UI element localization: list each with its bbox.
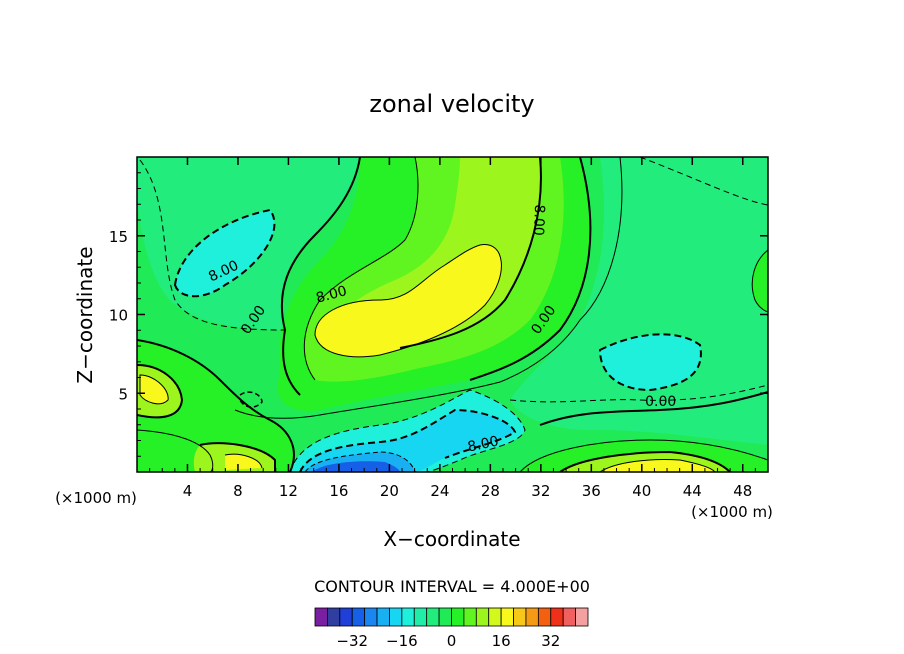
colorbar-swatch — [537, 607, 552, 627]
colorbar-swatch — [463, 607, 477, 627]
colorbar-swatch — [314, 607, 328, 627]
contour-line-16 — [314, 244, 502, 358]
x-tick-label: 8 — [233, 482, 243, 500]
x-unit-right: (×1000 m) — [691, 503, 773, 521]
y-axis-label: Z−coordinate — [73, 246, 97, 383]
contour-fill-upper-left-min — [175, 210, 275, 297]
contour-line-left-core — [139, 374, 169, 405]
colorbar-swatch — [339, 607, 353, 627]
colorbar-swatch — [488, 607, 502, 627]
x-tick-label: 44 — [683, 482, 702, 500]
contour-fill-left-low — [137, 340, 294, 472]
contour-line-8-right — [399, 157, 542, 349]
contour-label: 8.00 — [314, 283, 348, 307]
y-tick-label: 15 — [109, 228, 128, 246]
contour-label: 8.00 — [530, 204, 547, 236]
colorbar-swatch — [525, 607, 539, 627]
contour-fill-left-core — [140, 375, 169, 404]
colorbar-tick-label: 32 — [541, 632, 560, 650]
x-unit-left: (×1000 m) — [55, 489, 137, 507]
x-tick-label: 24 — [430, 482, 449, 500]
y-tick-label: 5 — [118, 385, 128, 403]
colorbar-tick-label: −16 — [386, 632, 418, 650]
contour-label: 0.00 — [645, 394, 676, 410]
contour-interval-text: CONTOUR INTERVAL = 4.000E+00 — [314, 577, 590, 596]
contour-line-jet-neg8 — [299, 408, 517, 472]
x-tick-label: 20 — [380, 482, 399, 500]
x-tick-label: 12 — [279, 482, 298, 500]
x-tick-label: 48 — [733, 482, 752, 500]
contour-line-zero-right-low — [539, 391, 768, 426]
contour-line-left-bulge — [137, 364, 184, 419]
contour-line-zero-low-left — [137, 339, 295, 472]
colorbar-tick-label: −32 — [336, 632, 368, 650]
contour-field — [137, 157, 768, 472]
contour-line-bottom-left — [199, 442, 276, 472]
colorbar-swatch — [475, 607, 490, 627]
contour-fill-bottom-left-core — [225, 454, 262, 470]
colorbar-swatch — [401, 607, 415, 627]
chart-title: zonal velocity — [369, 90, 534, 118]
colorbar-swatch — [376, 607, 390, 627]
x-tick-label: 4 — [183, 482, 193, 500]
contour-line-top-right — [639, 157, 768, 206]
contour-line-neg4-upper — [139, 159, 286, 331]
colorbar-tick-label: 16 — [492, 632, 511, 650]
colorbar-swatch — [364, 607, 378, 627]
contour-line-small-neg — [239, 391, 263, 408]
x-tick-label: 40 — [632, 482, 651, 500]
colorbar-swatch — [426, 607, 440, 627]
contour-fill-right — [510, 157, 768, 445]
contour-line-neg4-right — [509, 384, 768, 403]
contour-line-neg8-right — [598, 333, 702, 392]
x-tick-label: 16 — [329, 482, 348, 500]
contour-line-neg8-upper — [173, 208, 276, 298]
contour-fill-right-min — [600, 334, 701, 390]
contour-line-8-left — [303, 157, 419, 381]
colorbar-swatch — [351, 607, 366, 627]
colorbar-swatch — [413, 607, 428, 627]
x-tick-label: 32 — [531, 482, 550, 500]
contour-line-left-lower — [137, 429, 214, 472]
contour-label: 8.00 — [466, 433, 500, 455]
colorbar-swatch — [562, 607, 576, 627]
contour-lines — [137, 157, 768, 472]
x-axis-label: X−coordinate — [383, 527, 520, 551]
contour-line-zero-right — [469, 157, 592, 381]
y-tick-label: 10 — [109, 307, 128, 325]
x-tick-label: 28 — [481, 482, 500, 500]
colorbar-swatch — [438, 607, 452, 627]
colorbar-swatch — [513, 607, 527, 627]
colorbar-swatch — [500, 607, 514, 627]
colorbar-tick-label: 0 — [447, 632, 457, 650]
colorbar-swatch — [451, 607, 465, 627]
contour-line-bottom-right-8 — [559, 450, 731, 472]
colorbar-swatch — [327, 607, 341, 627]
contour-line-4 — [234, 157, 623, 419]
contour-line-bottom-right-4 — [519, 439, 768, 472]
x-tick-label: 36 — [582, 482, 601, 500]
contour-line-zero-left — [280, 157, 361, 396]
contour-line-right-edge — [751, 249, 768, 313]
contour-fill-jet-core — [312, 461, 400, 472]
contour-line-bottom-left-core — [224, 453, 263, 469]
colorbar-swatch — [389, 607, 403, 627]
colorbar-swatch — [575, 607, 589, 627]
contour-fill-positive-core — [315, 244, 502, 357]
contour-line-bottom-right-16 — [599, 459, 716, 472]
colorbar: −32 −16 0 16 32 — [314, 607, 589, 650]
colorbar-swatch — [550, 607, 564, 627]
